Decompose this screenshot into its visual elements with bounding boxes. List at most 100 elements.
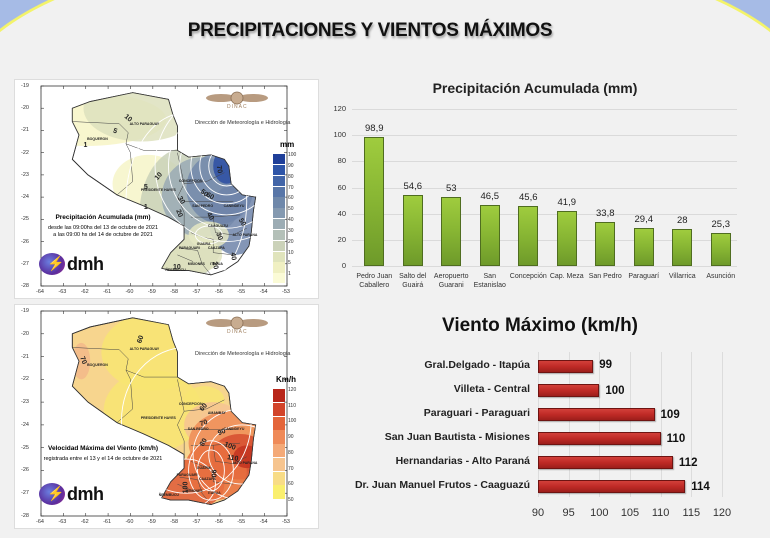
legend-tick-label: 1 xyxy=(288,271,291,278)
isoline-value-label: 90 xyxy=(209,470,217,478)
y-axis-tick: -27 xyxy=(21,260,29,267)
bar xyxy=(364,136,385,266)
category-label: Villeta - Central xyxy=(453,382,530,395)
region-label-amambay: AMAMBAY xyxy=(207,411,226,416)
region-label-caazapa: CAAZAPA xyxy=(207,246,225,250)
category-label: San Juan Bautista - Misiones xyxy=(384,431,530,444)
y-axis-tick: -28 xyxy=(21,513,29,519)
page-title: PRECIPITACIONES Y VIENTOS MÁXIMOS xyxy=(187,20,553,41)
x-axis-tick: -55 xyxy=(237,519,246,525)
x-axis-tick: -53 xyxy=(282,519,290,525)
region-label-caazapa: CAAZAPA xyxy=(198,477,216,482)
category-label: Paraguarí xyxy=(622,272,666,281)
y-axis-tick: -23 xyxy=(21,171,29,178)
legend-tick-label: 60 xyxy=(288,195,294,202)
y-axis-tick: -26 xyxy=(21,238,29,245)
x-axis-tick: -58 xyxy=(170,519,179,525)
region-label-neembucu: ÑEEMBUCU xyxy=(165,268,186,273)
x-axis-tick: 90 xyxy=(531,507,545,519)
category-label-line: Villarrica xyxy=(668,273,696,280)
y-axis-tick: -24 xyxy=(21,194,29,201)
category-label: Salto del Guairá xyxy=(391,272,435,290)
x-axis-tick: -56 xyxy=(214,289,223,295)
category-label-line: Guarani xyxy=(438,282,464,289)
x-axis-tick: 115 xyxy=(682,507,701,519)
legend-swatch xyxy=(273,485,285,499)
bar-value-label: 28 xyxy=(676,215,688,227)
legend-tick-label: 50 xyxy=(288,206,294,213)
dmh-logo-icon: ⚡ xyxy=(39,483,65,505)
region-label-san_pedro: SAN PEDRO xyxy=(192,203,214,208)
department-border xyxy=(184,399,225,412)
category-label: Hernandarias - Alto Paraná xyxy=(395,455,530,468)
bar xyxy=(710,232,731,266)
bar xyxy=(538,407,655,421)
y-axis-tick: -20 xyxy=(21,330,29,337)
legend-swatch xyxy=(273,273,285,284)
legend-unit: mm xyxy=(280,140,295,149)
lightning-icon: ⚡ xyxy=(47,255,65,271)
agency-name: Dirección de Meteorología e Hidrología xyxy=(195,351,291,357)
x-axis-tick: -59 xyxy=(147,289,156,295)
gridline xyxy=(599,352,601,497)
y-axis-tick: 80 xyxy=(337,156,346,166)
department-border xyxy=(190,442,241,446)
dmh-logo-text: dmh xyxy=(67,254,104,274)
category-label: Villarrica xyxy=(660,272,704,281)
bar xyxy=(595,221,616,266)
y-axis-tick: 100 xyxy=(333,130,346,140)
legend-tick-label: 90 xyxy=(288,434,294,441)
legend-swatch xyxy=(273,175,285,186)
map-caption-line: desde las 09:00hs del 13 de octubre de 2… xyxy=(47,225,159,231)
bar-value-label: 33,8 xyxy=(596,207,615,219)
bar-value-label: 41,9 xyxy=(557,197,577,209)
legend-swatch xyxy=(273,416,285,430)
legend-swatch xyxy=(273,219,285,230)
bar xyxy=(441,196,462,266)
dinac-logo-icon xyxy=(206,91,268,105)
legend-swatch xyxy=(273,164,285,176)
legend-tick-label: 120 xyxy=(288,387,297,393)
precipitation-chart-title: Precipitación Acumulada (mm) xyxy=(432,80,638,96)
legend-swatch xyxy=(273,197,285,208)
x-axis-tick: -54 xyxy=(259,519,268,525)
y-axis-tick: -21 xyxy=(21,353,29,360)
y-axis-tick: -19 xyxy=(21,83,29,89)
bar-value-label: 25,3 xyxy=(711,218,731,230)
x-axis-tick: -60 xyxy=(125,519,134,525)
region-label-concepcion: CONCEPCION xyxy=(178,402,203,407)
isoline-value-label: 1 xyxy=(143,203,148,211)
x-axis-tick: -57 xyxy=(192,519,201,525)
category-label-line: Asunción xyxy=(706,273,736,280)
region-label-presidente_hayes: PRESIDENTE HAYES xyxy=(140,415,176,420)
legend-tick-label: 100 xyxy=(288,152,297,158)
x-axis-tick: -64 xyxy=(36,519,44,525)
region-label-concepcion: CONCEPCION xyxy=(178,179,203,184)
isoline-value-label: 100 xyxy=(181,481,189,494)
wind-map: -19 -20 -21 -22 -23 -24 -25 -26 -27 -28 -64 -63 -62 -… xyxy=(14,304,319,529)
bar xyxy=(633,227,654,266)
dinac-logo-text: DINAC xyxy=(227,104,248,110)
gridline xyxy=(568,352,570,497)
y-axis-tick: -24 xyxy=(21,421,29,428)
x-axis-tick: 120 xyxy=(712,507,732,519)
category-label: Cap. Meza xyxy=(545,272,589,281)
region-label-itapua: ITAPUA xyxy=(210,261,223,266)
category-label-line: San xyxy=(483,273,496,280)
y-axis-tick: -27 xyxy=(21,490,29,497)
region-label-canindeyu: CANINDEYU xyxy=(223,203,245,208)
x-axis-tick: -63 xyxy=(58,289,67,295)
legend-swatch xyxy=(273,262,285,273)
y-axis-tick: 120 xyxy=(333,104,346,113)
x-axis-tick: 100 xyxy=(590,507,609,519)
bar xyxy=(538,480,686,494)
y-axis-tick: -22 xyxy=(21,376,29,383)
category-label: Gral.Delgado - Itapúa xyxy=(424,358,530,371)
category-label-line: San Pedro xyxy=(588,273,622,280)
bar-value-label: 112 xyxy=(678,457,698,470)
contour-band xyxy=(83,92,200,142)
gridline xyxy=(660,352,662,497)
bar-value-label: 110 xyxy=(666,433,686,446)
y-axis-tick: -22 xyxy=(21,149,29,156)
region-label-paraguari: PARAGUARI xyxy=(176,472,198,477)
